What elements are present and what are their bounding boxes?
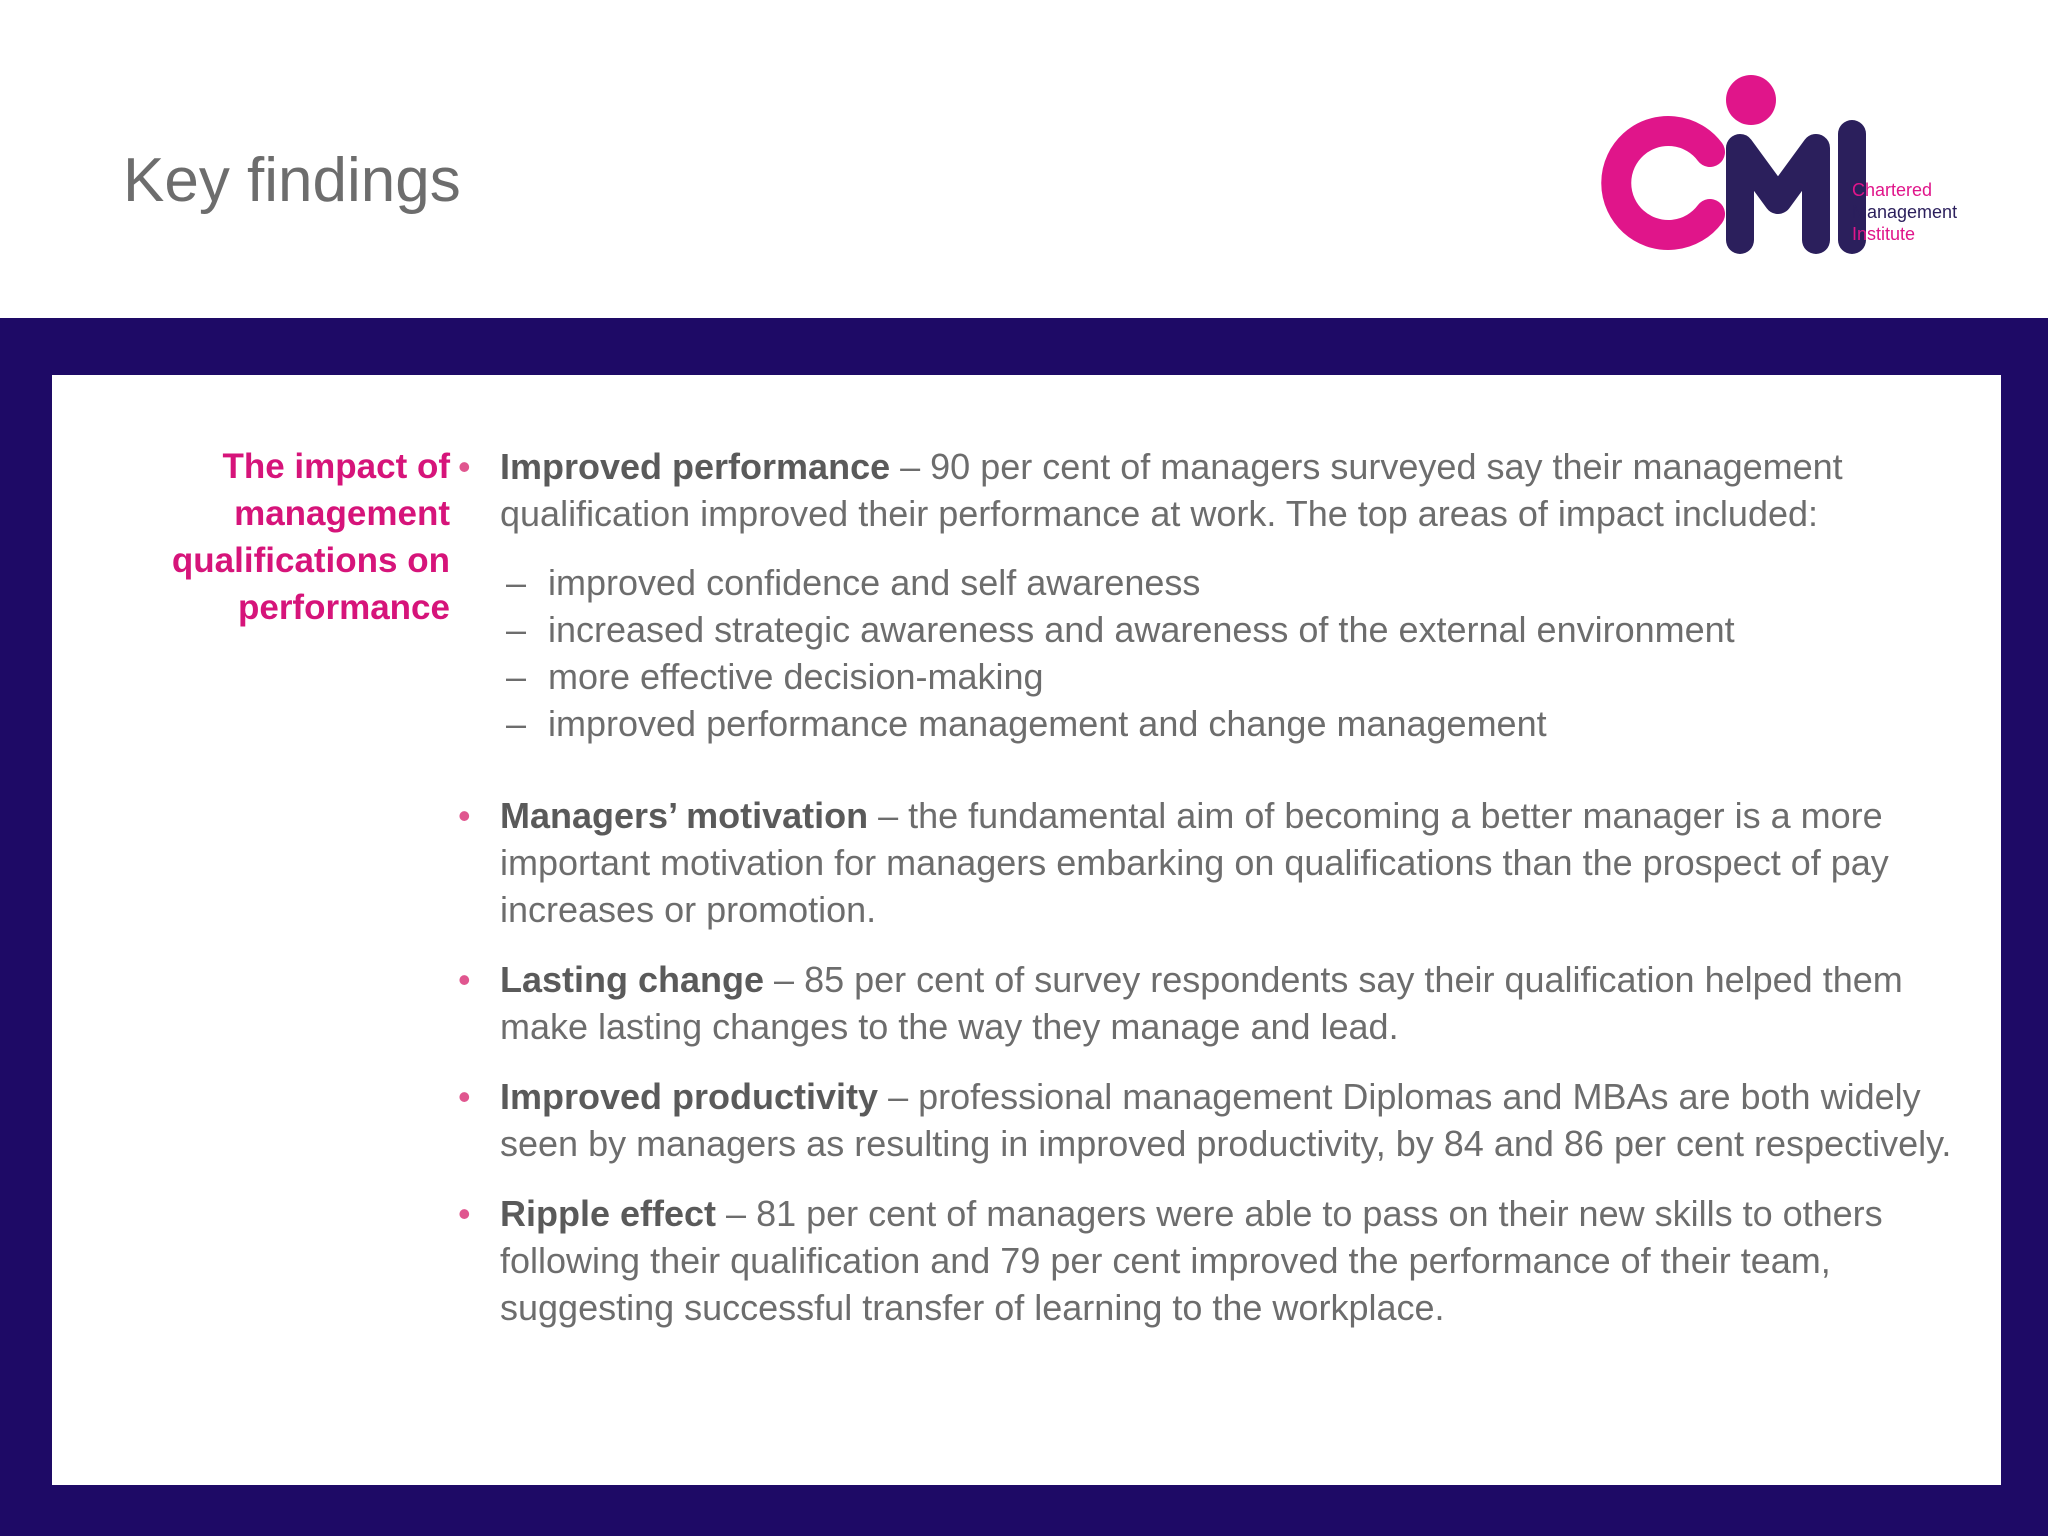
findings-list: • Improved performance – 90 per cent of …: [454, 443, 1994, 1331]
finding-managers-motivation: • Managers’ motivation – the fundamental…: [454, 792, 1994, 933]
impact-area-item: – increased strategic awareness and aware…: [500, 606, 1994, 653]
cmi-logo: Chartered Management Institute: [1601, 75, 1962, 254]
finding-term: Improved performance: [500, 446, 891, 487]
finding-term: Lasting change: [500, 959, 765, 1000]
logo-text-management: Management: [1852, 202, 1957, 222]
logo-text-chartered: Chartered: [1852, 180, 1932, 200]
finding-ripple-effect: • Ripple effect – 81 per cent of manager…: [454, 1190, 1994, 1331]
logo-letter-m: [1726, 134, 1830, 254]
finding-term: Improved productivity: [500, 1076, 879, 1117]
slide-title: Key findings: [123, 146, 461, 215]
svg-text:Chartered Management I: Chartered Management Institute: [1852, 180, 1962, 244]
impact-area-text: more effective decision-making: [548, 656, 1044, 697]
finding-term: Managers’ motivation: [500, 795, 869, 836]
finding-text: – 85 per cent of survey respondents say …: [500, 959, 1903, 1047]
logo-letter-c: [1601, 116, 1725, 250]
finding-text: – professional management Diplomas and M…: [500, 1076, 1952, 1164]
impact-areas-list: – improved confidence and self awareness …: [500, 559, 1994, 747]
impact-area-item: – improved performance management and cha…: [500, 700, 1994, 747]
impact-area-text: improved confidence and self awareness: [548, 562, 1201, 603]
dash-icon: –: [506, 609, 527, 650]
dash-icon: –: [506, 656, 527, 697]
finding-lasting-change: • Lasting change – 85 per cent of survey…: [454, 956, 1994, 1050]
finding-term: Ripple effect: [500, 1193, 717, 1234]
content-panel: The impact of management qualifications …: [52, 375, 2001, 1485]
finding-text: – 90 per cent of managers surveyed say t…: [500, 446, 1843, 534]
bullet-icon: •: [458, 959, 471, 1000]
section-heading: The impact of management qualifications …: [171, 447, 450, 627]
bullet-icon: •: [458, 1076, 471, 1117]
finding-improved-performance: • Improved performance – 90 per cent of …: [454, 443, 1994, 747]
finding-text: – the fundamental aim of becoming a bett…: [500, 795, 1889, 930]
impact-area-item: – more effective decision-making: [500, 653, 1994, 700]
impact-area-text: improved performance management and chan…: [548, 703, 1547, 744]
bullet-icon: •: [458, 446, 471, 487]
bullet-icon: •: [458, 1193, 471, 1234]
logo-dot: [1726, 75, 1776, 125]
dash-icon: –: [506, 562, 527, 603]
impact-area-text: increased strategic awareness and awaren…: [548, 609, 1735, 650]
dash-icon: –: [506, 703, 527, 744]
logo-text-institute: Institute: [1852, 224, 1915, 244]
finding-improved-productivity: • Improved productivity – professional m…: [454, 1073, 1994, 1167]
impact-area-item: – improved confidence and self awareness: [500, 559, 1994, 606]
finding-text: – 81 per cent of managers were able to p…: [500, 1193, 1883, 1328]
bullet-icon: •: [458, 795, 471, 836]
